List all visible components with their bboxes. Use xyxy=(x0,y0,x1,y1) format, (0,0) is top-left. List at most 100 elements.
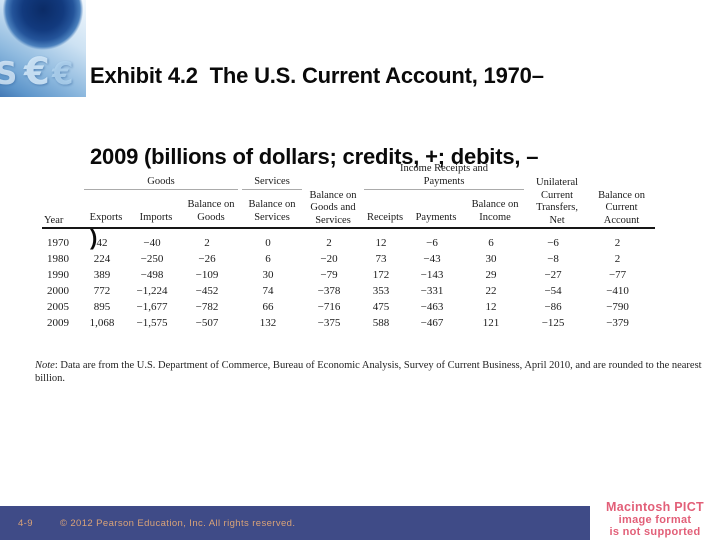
value-cell: 1,068 xyxy=(89,316,115,329)
value-cell: −77 xyxy=(608,268,627,281)
col-header-unilateral-transfers: Unilateral Current Transfers, Net xyxy=(526,152,589,229)
year-cell: 2005 xyxy=(47,300,69,313)
value-cell: 6 xyxy=(488,236,494,249)
value-cell: −250 xyxy=(140,252,164,265)
value-cell: 121 xyxy=(482,316,500,329)
pict-warning-line: is not supported xyxy=(609,526,701,538)
value-cell: −498 xyxy=(140,268,164,281)
year-cell: 2009 xyxy=(47,316,69,329)
value-cell: 389 xyxy=(93,268,111,281)
value-cell: −143 xyxy=(420,268,444,281)
exhibit-table-image: Year Goods Services Balance on Goods and… xyxy=(35,152,702,385)
value-cell: 30 xyxy=(485,252,497,265)
year-cell: 1980 xyxy=(47,252,69,265)
title-line: 2009 (billions of dollars; credits, +; d… xyxy=(90,144,539,169)
value-cell: −378 xyxy=(317,284,341,297)
euro-icon: € xyxy=(24,50,50,93)
table-note: Note: Data are from the U.S. Department … xyxy=(35,360,711,385)
col-header-exports: Exports xyxy=(82,190,130,229)
group-header-income-receipts-payments: Income Receipts and Payments xyxy=(362,152,526,190)
note-text: : Data are from the U.S. Department of C… xyxy=(35,360,702,384)
value-cell: 172 xyxy=(372,268,390,281)
col-header-balance-on-income: Balance on Income xyxy=(464,190,527,229)
currency-letter-icon: S xyxy=(0,56,18,92)
value-cell: 6 xyxy=(265,252,271,265)
value-cell: 73 xyxy=(375,252,387,265)
value-cell: 895 xyxy=(93,300,111,313)
value-cell: −54 xyxy=(544,284,562,297)
value-cell: −26 xyxy=(198,252,216,265)
globe-logo: € € S xyxy=(0,0,86,97)
col-header-year: Year xyxy=(42,152,82,229)
value-cell: 588 xyxy=(372,316,390,329)
col-header-balance-current-account: Balance on Current Account xyxy=(588,152,656,229)
value-cell: 0 xyxy=(265,236,271,249)
col-header-balance-on-goods: Balance on Goods xyxy=(182,190,241,229)
value-cell: −452 xyxy=(195,284,219,297)
value-cell: 2 xyxy=(614,236,621,249)
value-cell: 353 xyxy=(372,284,390,297)
slide-title: Exhibit 4.2 The U.S. Current Account, 19… xyxy=(90,8,718,305)
value-cell: 12 xyxy=(375,236,387,249)
value-cell: −331 xyxy=(420,284,444,297)
value-cell: −6 xyxy=(426,236,438,249)
value-cell: −1,677 xyxy=(136,300,168,313)
value-cell: −467 xyxy=(420,316,444,329)
value-cell: 475 xyxy=(372,300,390,313)
value-cell: 12 xyxy=(485,300,497,313)
table-body: 1970 42 −40 2 0 2 12 −6 6 −6 2 1980 224 −250 −26 6 −20 73… xyxy=(42,228,655,331)
value-cell: 2 xyxy=(326,236,332,249)
title-line: Exhibit 4.2 The U.S. Current Account, 19… xyxy=(90,63,544,88)
value-cell: 30 xyxy=(262,268,274,281)
pict-warning-line: Macintosh PICT xyxy=(606,500,704,514)
table-row: 1970 42 −40 2 0 2 12 −6 6 −6 2 xyxy=(42,228,655,251)
table-row: 1980 224 −250 −26 6 −20 73 −43 30 −8 2 xyxy=(42,251,655,267)
group-header-services: Services xyxy=(240,152,304,190)
value-cell: −375 xyxy=(317,316,341,329)
value-cell: −27 xyxy=(544,268,562,281)
value-cell: 42 xyxy=(96,236,108,249)
value-cell: 772 xyxy=(93,284,111,297)
title-line: ) xyxy=(90,225,98,250)
value-cell: −86 xyxy=(544,300,562,313)
value-cell: −40 xyxy=(143,236,161,249)
value-cell: −79 xyxy=(320,268,338,281)
value-cell: −6 xyxy=(547,236,559,249)
value-cell: 2 xyxy=(204,236,210,249)
value-cell: 74 xyxy=(262,284,274,297)
euro-icon: € xyxy=(52,56,74,92)
value-cell: −507 xyxy=(195,316,219,329)
value-cell: −1,575 xyxy=(136,316,168,329)
value-cell: −125 xyxy=(541,316,565,329)
value-cell: −379 xyxy=(606,316,629,329)
value-cell: 22 xyxy=(485,284,497,297)
col-header-balance-goods-services: Balance on Goods and Services xyxy=(304,152,363,229)
year-cell: 1970 xyxy=(47,236,69,249)
value-cell: −463 xyxy=(420,300,444,313)
value-cell: −410 xyxy=(606,284,629,297)
value-cell: 2 xyxy=(614,252,621,265)
value-cell: −109 xyxy=(195,268,219,281)
table-row: 2005 895 −1,677 −782 66 −716 475 −463 12 −86 −790 xyxy=(42,299,655,315)
value-cell: −8 xyxy=(547,252,559,265)
pict-warning-box: Macintosh PICT image format is not suppo… xyxy=(590,497,720,540)
col-header-imports: Imports xyxy=(130,190,182,229)
group-header-goods: Goods xyxy=(82,152,240,190)
year-cell: 1990 xyxy=(47,268,69,281)
col-header-balance-on-services: Balance on Services xyxy=(240,190,305,229)
col-header-receipts: Receipts xyxy=(362,190,409,229)
table-row: 1990 389 −498 −109 30 −79 172 −143 29 −27 −77 xyxy=(42,267,655,283)
value-cell: −43 xyxy=(423,252,441,265)
value-cell: −716 xyxy=(317,300,341,313)
value-cell: −790 xyxy=(606,300,629,313)
slide-number: 4-9 xyxy=(18,517,33,529)
value-cell: −782 xyxy=(195,300,219,313)
value-cell: 29 xyxy=(485,268,497,281)
col-header-payments: Payments xyxy=(408,190,465,229)
pict-warning-line: image format xyxy=(618,514,692,526)
copyright-text: © 2012 Pearson Education, Inc. All right… xyxy=(59,517,296,529)
value-cell: 66 xyxy=(262,300,274,313)
table-row: 2000 772 −1,224 −452 74 −378 353 −331 22 −54 −410 xyxy=(42,283,655,299)
note-label: Note xyxy=(35,360,55,371)
